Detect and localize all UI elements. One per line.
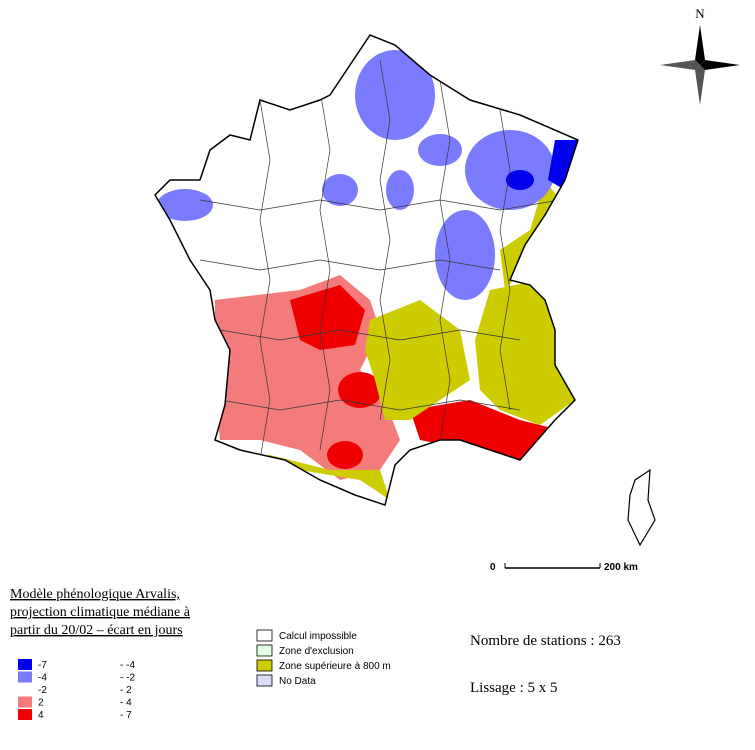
category-swatch [256, 629, 273, 642]
legend-to: - 4 [120, 698, 132, 709]
zone-blue-light [322, 174, 358, 206]
legend-from: -4 [38, 673, 47, 684]
border [154, 34, 579, 506]
zone-blue [506, 170, 534, 190]
zone-altitude [500, 180, 560, 290]
scale-bar: 0 200 km [490, 562, 638, 573]
legend-to: - 7 [120, 710, 132, 721]
legend-to: - -2 [120, 673, 135, 684]
legend-to: - -4 [120, 660, 135, 671]
legend-swatch [18, 709, 32, 720]
legend-from: -7 [38, 660, 47, 671]
zone-blue-light [355, 50, 435, 140]
legend-title: Modèle phénologique Arvalis, [10, 587, 180, 602]
category-label: No Data [279, 676, 316, 687]
zone-red [327, 441, 363, 469]
category-swatch [256, 659, 273, 672]
legend-from: -2 [38, 685, 47, 696]
legend-swatch [18, 696, 32, 708]
category-label: Zone supérieure à 800 m [279, 661, 391, 672]
stations-count: Nombre de stations : 263 [470, 633, 621, 649]
legend: Modèle phénologique Arvalis, projection c… [10, 587, 391, 721]
legend-swatch [18, 659, 32, 670]
legend-to: - 2 [120, 685, 132, 696]
category-label: Zone d'exclusion [279, 646, 354, 657]
category-swatch [256, 644, 273, 657]
compass: N [660, 6, 740, 105]
compass-label: N [695, 6, 705, 21]
scale-end: 200 km [604, 562, 638, 573]
legend-from: 4 [38, 710, 44, 721]
zone-blue-light [157, 189, 213, 221]
zone-blue-light [386, 170, 414, 210]
zone-altitude [365, 300, 470, 420]
legend-from: 2 [38, 698, 44, 709]
zone-red [290, 285, 365, 350]
category-swatch [256, 674, 273, 687]
smoothing: Lissage : 5 x 5 [470, 680, 558, 696]
category-label: Calcul impossible [279, 631, 357, 642]
zone-blue [548, 140, 578, 190]
legend-swatch [18, 671, 32, 683]
legend-title: partir du 20/02 – écart en jours [10, 623, 183, 638]
zone-red [410, 400, 560, 465]
zone-blue-light [435, 210, 495, 300]
france-map [154, 34, 656, 547]
zone-red [338, 372, 382, 408]
corsica [627, 468, 656, 547]
scale-start: 0 [490, 562, 496, 573]
legend-title: projection climatique médiane à [10, 605, 191, 620]
departments [199, 59, 561, 461]
zone-blue-light [418, 134, 462, 166]
